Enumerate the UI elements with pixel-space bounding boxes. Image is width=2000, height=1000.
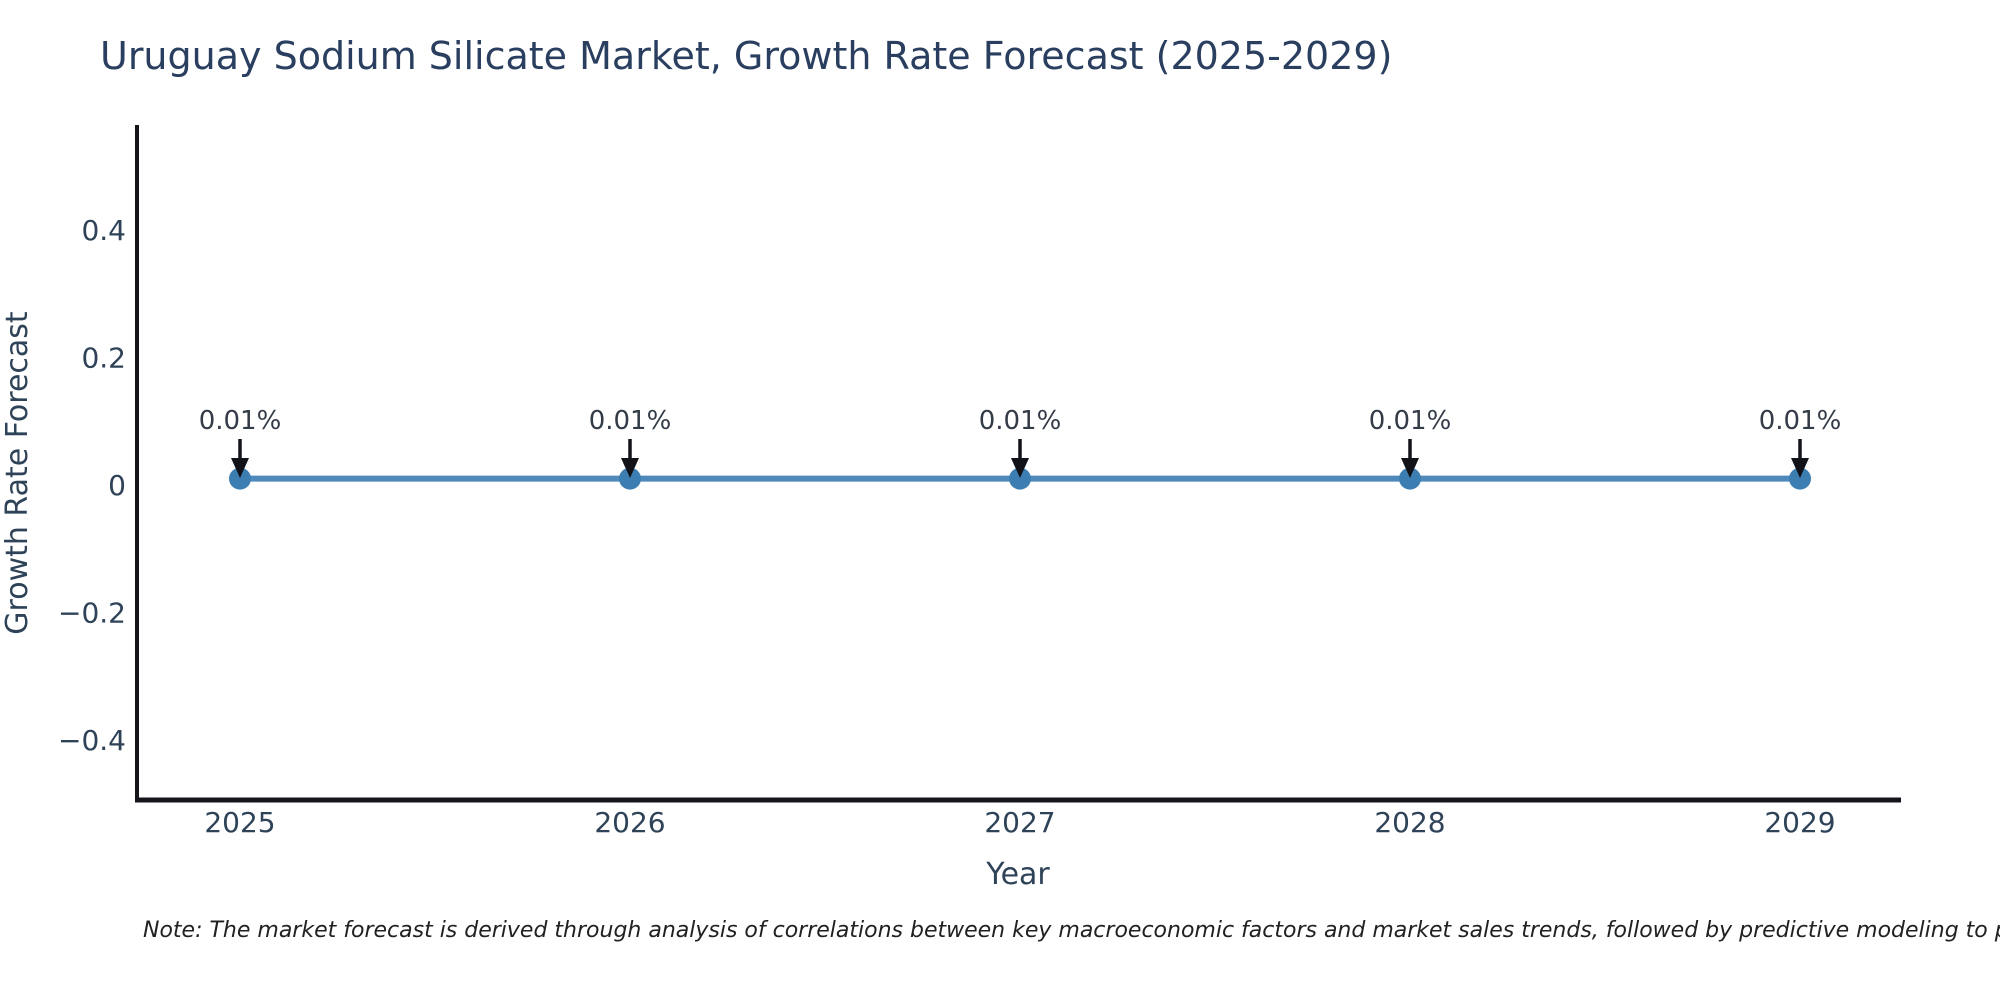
data-point-marker: [229, 467, 251, 490]
annotation-label: 0.01%: [1369, 406, 1452, 436]
x-axis-tick-labels: 2025 2026 2027 2028 2029: [204, 806, 1835, 839]
chart-title: Uruguay Sodium Silicate Market, Growth R…: [100, 34, 1393, 78]
x-tick-label: 2025: [204, 806, 275, 839]
data-point-marker: [619, 467, 641, 490]
annotation-label: 0.01%: [1759, 406, 1842, 436]
annotation-arrowhead-icon: [231, 458, 249, 478]
y-axis-tick-labels: 0.4 0.2 0 −0.2 −0.4: [58, 214, 126, 757]
x-tick-label: 2028: [1374, 806, 1445, 839]
data-point-marker: [1789, 467, 1811, 490]
x-tick-label: 2026: [594, 806, 665, 839]
y-tick-label: −0.2: [58, 597, 126, 630]
annotation-label: 0.01%: [589, 406, 672, 436]
annotation-arrowhead-icon: [1011, 458, 1029, 478]
y-tick-label: 0: [108, 469, 126, 502]
annotation-label: 0.01%: [979, 406, 1062, 436]
x-tick-label: 2029: [1764, 806, 1835, 839]
annotation-label: 0.01%: [199, 406, 282, 436]
data-point-marker: [1009, 467, 1031, 490]
series-layer: [229, 467, 1811, 490]
x-tick-label: 2027: [984, 806, 1055, 839]
annotation-arrowhead-icon: [621, 458, 639, 478]
footnote: Note: The market forecast is derived thr…: [143, 918, 2000, 943]
annotation-layer: 0.01% 0.01% 0.01% 0.01% 0.01%: [199, 406, 1842, 478]
annotation-arrowhead-icon: [1791, 458, 1809, 478]
annotation-arrowhead-icon: [1401, 458, 1419, 478]
y-tick-label: 0.4: [81, 214, 126, 247]
y-tick-label: 0.2: [81, 342, 126, 375]
data-point-marker: [1399, 467, 1421, 490]
x-axis-title: Year: [985, 857, 1050, 892]
y-axis-title: Growth Rate Forecast: [0, 311, 35, 635]
y-tick-label: −0.4: [58, 724, 126, 757]
